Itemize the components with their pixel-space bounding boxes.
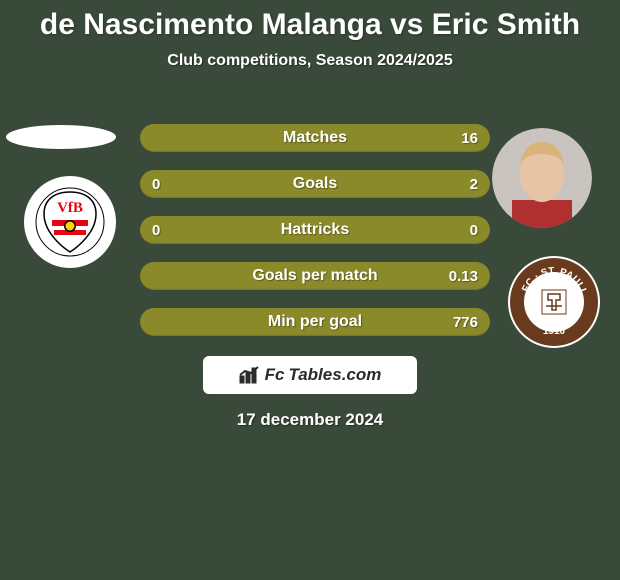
stat-row-min-per-goal: Min per goal 776 [140, 308, 490, 336]
player-left-avatar [6, 125, 116, 149]
stat-label: Goals per match [252, 267, 377, 285]
stat-left-value: 0 [152, 176, 160, 193]
stat-row-goals: 0 Goals 2 [140, 170, 490, 198]
comparison-card: de Nascimento Malanga vs Eric Smith Club… [0, 0, 620, 580]
stat-right-value: 16 [461, 130, 478, 147]
stat-right-value: 0 [470, 222, 478, 239]
brand-card: FcTables.com [203, 356, 417, 394]
vfb-stuttgart-crest-icon: VfB [34, 186, 106, 258]
comparison-title: de Nascimento Malanga vs Eric Smith [0, 0, 620, 42]
stat-row-goals-per-match: Goals per match 0.13 [140, 262, 490, 290]
stat-right-value: 2 [470, 176, 478, 193]
stats-table: Matches 16 0 Goals 2 0 Hattricks 0 Goals… [140, 124, 490, 354]
brand-prefix: Fc [265, 365, 285, 385]
svg-text:VfB: VfB [57, 200, 83, 216]
stat-label: Hattricks [281, 221, 349, 239]
brand-suffix: Tables.com [288, 365, 381, 385]
fc-st-pauli-crest-icon: FC · ST. PAULI 1910 [508, 256, 600, 348]
stat-label: Min per goal [268, 313, 362, 331]
stat-row-matches: Matches 16 [140, 124, 490, 152]
chart-icon [239, 366, 261, 384]
club-left-badge: VfB [24, 176, 116, 268]
stat-right-value: 0.13 [449, 268, 478, 285]
stat-label: Goals [293, 175, 337, 193]
club-right-badge: FC · ST. PAULI 1910 [508, 256, 600, 348]
svg-text:1910: 1910 [543, 326, 566, 337]
stat-left-value: 0 [152, 222, 160, 239]
footer-date: 17 december 2024 [0, 410, 620, 430]
stat-row-hattricks: 0 Hattricks 0 [140, 216, 490, 244]
stat-right-value: 776 [453, 314, 478, 331]
comparison-subtitle: Club competitions, Season 2024/2025 [0, 52, 620, 70]
player-right-avatar [492, 128, 592, 228]
stat-label: Matches [283, 129, 347, 147]
svg-text:FC · ST. PAULI: FC · ST. PAULI [520, 266, 588, 294]
